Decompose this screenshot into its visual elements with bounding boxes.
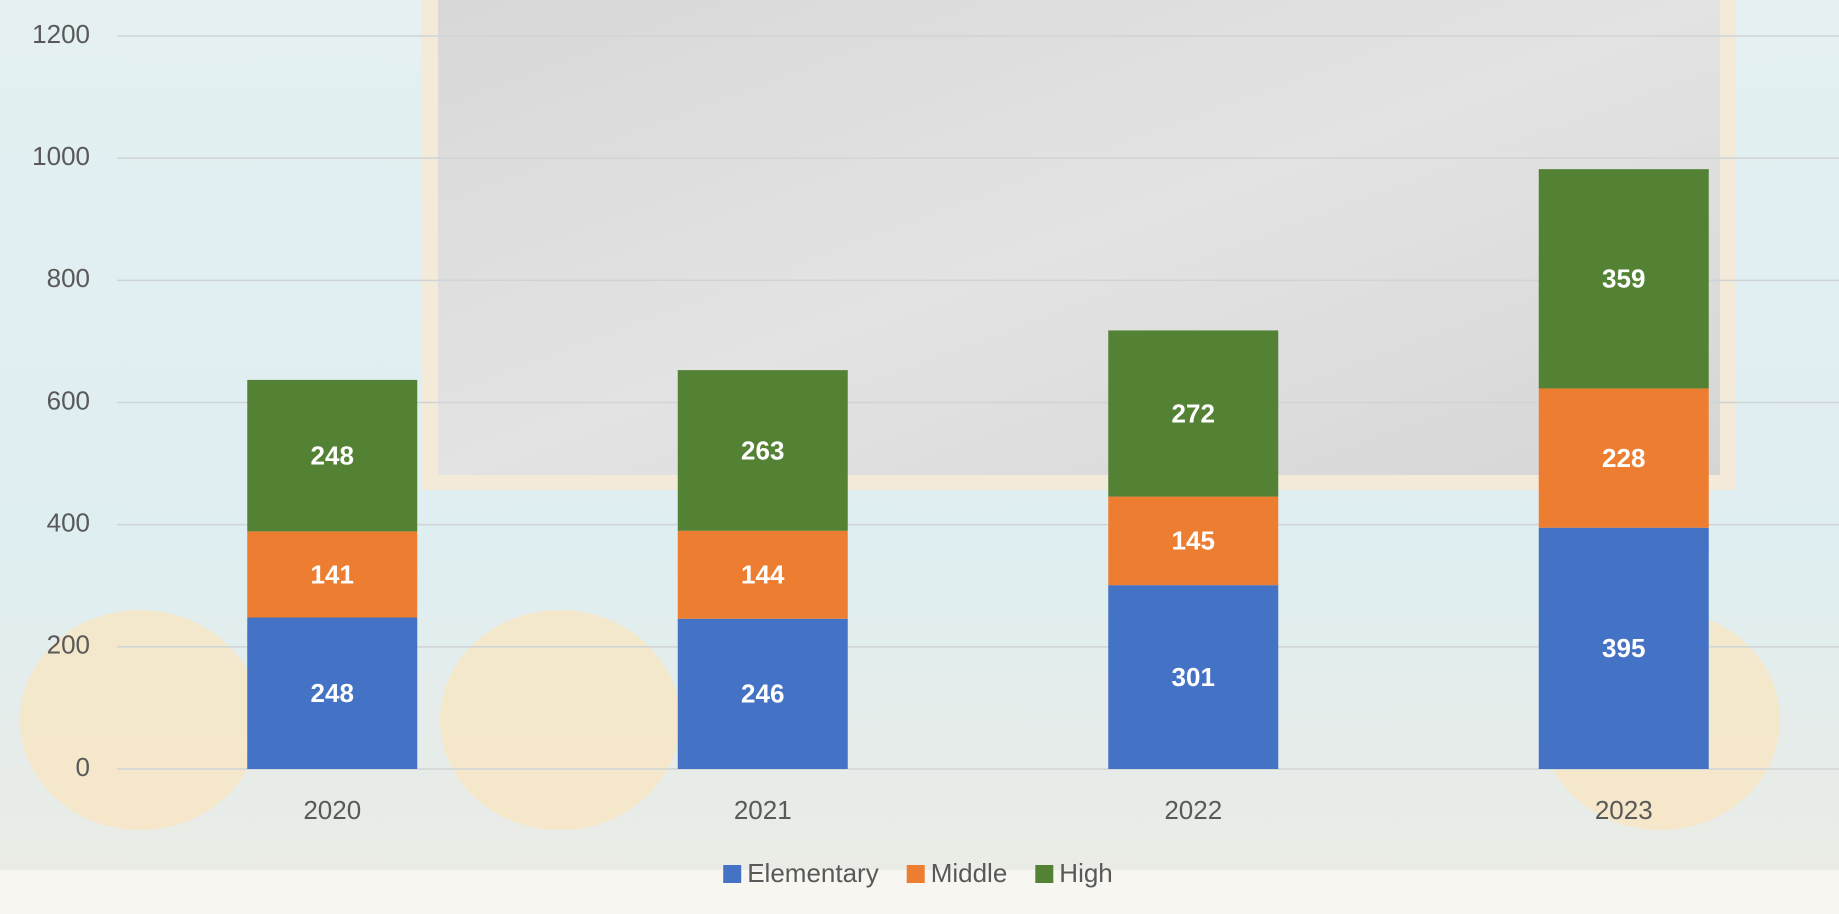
chalkboard [438,0,1720,475]
y-tick-label: 600 [47,385,90,415]
x-tick-label: 2020 [303,795,361,825]
data-label: 272 [1172,398,1215,428]
y-tick-label: 0 [76,752,90,782]
y-tick-label: 200 [47,630,90,660]
data-label: 248 [311,441,354,471]
data-label: 228 [1602,443,1645,473]
legend-label: Elementary [747,858,879,888]
legend-label: Middle [931,858,1008,888]
chart: 0 200 400 600 800 1000 1200 248 141 248 2020 246 144… [0,0,1839,914]
legend-swatch [1035,865,1053,883]
chair [440,610,680,830]
data-label: 359 [1602,264,1645,294]
page: 0 200 400 600 800 1000 1200 248 141 248 2020 246 144… [0,0,1839,914]
y-tick-label: 800 [47,263,90,293]
data-label: 145 [1172,526,1215,556]
data-label: 246 [741,679,784,709]
data-label: 395 [1602,633,1645,663]
y-tick-label: 1200 [32,19,90,49]
x-tick-label: 2023 [1595,795,1653,825]
y-tick-label: 400 [47,508,90,538]
x-tick-label: 2021 [734,795,792,825]
x-tick-label: 2022 [1164,795,1222,825]
data-label: 144 [741,560,785,590]
legend-swatch [907,865,925,883]
data-label: 141 [311,559,354,589]
legend-swatch [723,865,741,883]
data-label: 301 [1172,662,1215,692]
data-label: 248 [311,678,354,708]
legend-label: High [1059,858,1112,888]
y-tick-label: 1000 [32,141,90,171]
data-label: 263 [741,435,784,465]
